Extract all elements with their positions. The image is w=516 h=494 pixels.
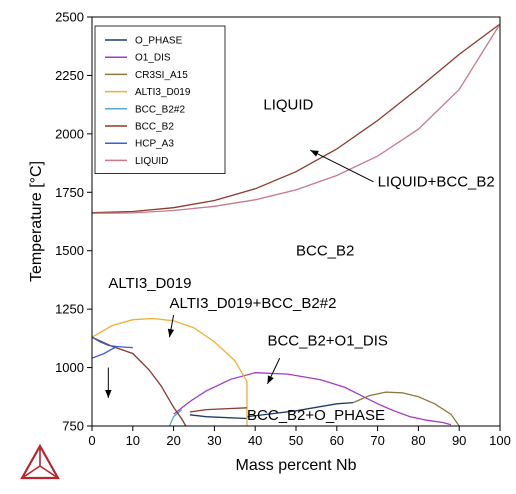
series-line-o1-dis-0	[173, 372, 452, 426]
legend-entry: BCC_B2	[105, 122, 174, 133]
y-tick-label: 1500	[55, 243, 84, 258]
region-label-1: LIQUID+BCC_B2	[378, 173, 495, 190]
series-line-bcc-b2-1	[92, 336, 187, 426]
y-axis-label: Temperature [°C]	[28, 161, 45, 282]
legend-entry: HCP_A3	[105, 139, 174, 150]
x-axis-label: Mass percent Nb	[236, 457, 357, 474]
legend-label: CR3SI_A15	[135, 70, 188, 81]
legend-entry: LIQUID	[105, 156, 168, 167]
y-tick-label: 1750	[55, 185, 84, 200]
y-tick-label: 1000	[55, 360, 84, 375]
x-tick-label: 90	[452, 433, 466, 448]
y-axis-ticks: 750 1000 1250 1500 1750 2000 2250 2500	[55, 10, 92, 434]
region-label-5: BCC_B2+O1_DIS	[267, 332, 387, 349]
x-tick-label: 40	[248, 433, 262, 448]
legend-entry: CR3SI_A15	[105, 70, 188, 81]
x-tick-label: 50	[289, 433, 303, 448]
y-tick-label: 2500	[55, 10, 84, 25]
region-label-3: ALTI3_D019	[108, 275, 191, 292]
series-line-o-phase-0	[189, 414, 248, 420]
series-line-hcp-a3-1	[92, 336, 117, 348]
region-label-0: LIQUID	[263, 96, 313, 113]
annotation-arrow-2	[167, 314, 175, 338]
y-tick-label: 2000	[55, 126, 84, 141]
arrow-layer	[105, 149, 374, 398]
series-line-bcc-b2-2-0	[168, 409, 183, 426]
y-tick-label: 750	[62, 419, 84, 434]
x-tick-label: 60	[330, 433, 344, 448]
x-axis-ticks: 0 10 20 30 40 50 60 70 80 90 100	[88, 426, 511, 448]
x-tick-label: 30	[207, 433, 221, 448]
legend-label: O_PHASE	[135, 36, 183, 47]
x-tick-label: 100	[489, 433, 511, 448]
series-line-bcc-b2-0	[92, 23, 500, 214]
thermo-calc-logo-icon	[20, 443, 60, 480]
legend-entry: ALTI3_D019	[105, 87, 191, 98]
annotation-arrow-0	[310, 149, 374, 183]
series-line-alti3-d019-0	[92, 317, 248, 426]
annotation-arrow-1	[105, 367, 112, 398]
series-line-cr3si-a15-0	[352, 391, 460, 426]
legend-label: BCC_B2	[135, 122, 174, 133]
legend: O_PHASE O1_DIS CR3SI_A15 ALTI3_D019 BCC_B2#2…	[94, 25, 226, 175]
legend-entry: O1_DIS	[105, 53, 171, 64]
y-tick-label: 1250	[55, 302, 84, 317]
legend-label: ALTI3_D019	[135, 87, 191, 98]
x-tick-label: 80	[411, 433, 425, 448]
series-line-liquid-0	[92, 23, 500, 214]
legend-label: O1_DIS	[135, 53, 171, 64]
legend-entry: O_PHASE	[105, 36, 183, 47]
region-label-6: BCC_B2+O_PHASE	[247, 407, 385, 424]
series-line-hcp-a3-0	[92, 345, 133, 359]
y-tick-label: 2250	[55, 68, 84, 83]
legend-label: HCP_A3	[135, 139, 174, 150]
region-labels: LIQUID LIQUID+BCC_B2 BCC_B2 ALTI3_D019 ALTI3…	[108, 96, 494, 424]
x-tick-label: 70	[370, 433, 384, 448]
x-tick-label: 20	[166, 433, 180, 448]
annotation-arrow-3	[266, 358, 281, 385]
series-layer	[92, 23, 500, 426]
series-line-o-phase-1	[246, 401, 354, 418]
legend-label: BCC_B2#2	[135, 104, 185, 115]
legend-label: LIQUID	[135, 156, 168, 167]
region-label-2: BCC_B2	[296, 242, 354, 259]
region-label-4: ALTI3_D019+BCC_B2#2	[170, 295, 337, 312]
legend-box	[94, 25, 226, 175]
series-line-bcc-b2-2	[189, 407, 248, 413]
legend-entry: BCC_B2#2	[105, 104, 185, 115]
x-tick-label: 0	[88, 433, 95, 448]
x-tick-label: 10	[126, 433, 140, 448]
